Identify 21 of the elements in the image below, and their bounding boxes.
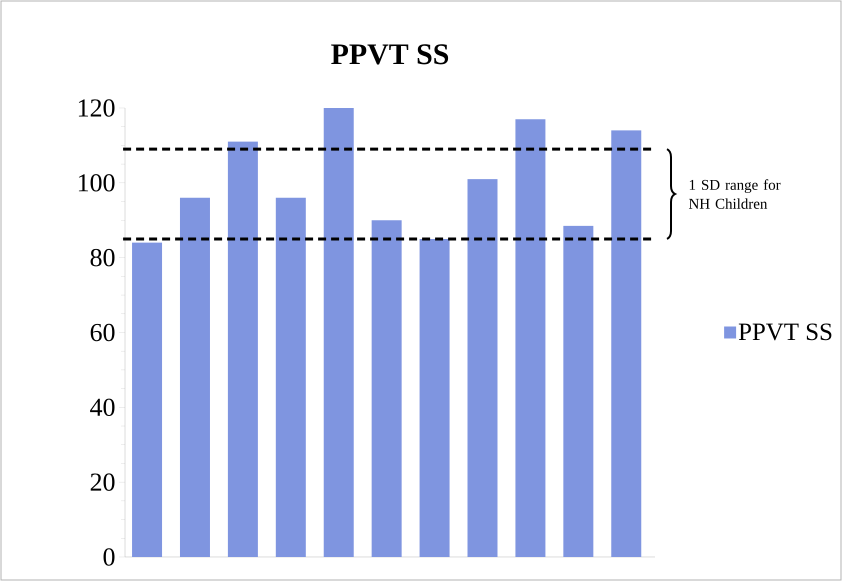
chart-title: PPVT SS xyxy=(331,44,448,64)
y-tick-label: 80 xyxy=(90,248,115,266)
bar xyxy=(420,238,450,557)
bar xyxy=(515,119,546,557)
bar xyxy=(132,242,162,557)
bar xyxy=(611,130,642,557)
bar xyxy=(324,108,354,557)
bar xyxy=(276,198,306,557)
text: 1 SD range for NH Children xyxy=(688,179,781,209)
bar xyxy=(563,226,594,557)
bar xyxy=(467,179,498,557)
bar xyxy=(228,142,258,557)
bar xyxy=(372,220,402,557)
y-tick-label: 0 xyxy=(104,548,115,566)
y-tick-label: 60 xyxy=(90,324,115,342)
y-tick-label: 40 xyxy=(90,398,115,416)
bar xyxy=(180,198,210,557)
y-tick-label: 120 xyxy=(78,99,115,117)
legend-label: PPVT SS xyxy=(738,324,832,340)
y-tick-label: 20 xyxy=(90,473,115,491)
y-tick-label: 100 xyxy=(78,174,115,192)
